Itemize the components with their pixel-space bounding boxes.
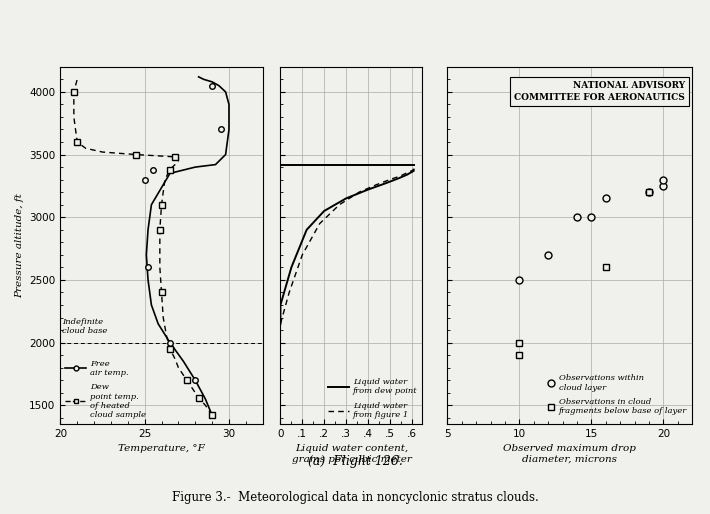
Legend: Liquid water
from dew point, Liquid water
from figure 1: Liquid water from dew point, Liquid wate… xyxy=(324,375,421,423)
Legend: Observations within
cloud layer, Observations in cloud
fragments below base of l: Observations within cloud layer, Observa… xyxy=(543,371,691,419)
Text: Figure 3.-  Meteorological data in noncyclonic stratus clouds.: Figure 3.- Meteorological data in noncyc… xyxy=(172,491,538,504)
Text: NATIONAL ADVISORY
COMMITTEE FOR AERONAUTICS: NATIONAL ADVISORY COMMITTEE FOR AERONAUT… xyxy=(514,81,685,102)
X-axis label: Liquid water content,
grams per cubic meter: Liquid water content, grams per cubic me… xyxy=(292,445,411,464)
X-axis label: Temperature, °F: Temperature, °F xyxy=(118,445,205,453)
X-axis label: Observed maximum drop
diameter, microns: Observed maximum drop diameter, microns xyxy=(503,445,636,464)
Text: (a)  Flight 126.: (a) Flight 126. xyxy=(307,455,403,468)
Y-axis label: Pressure altitude, ft: Pressure altitude, ft xyxy=(15,193,23,298)
Text: Indefinite
cloud base: Indefinite cloud base xyxy=(62,318,107,335)
Legend: Free
air temp., Dew
point temp.
of heated
cloud sample: Free air temp., Dew point temp. of heate… xyxy=(62,356,150,423)
